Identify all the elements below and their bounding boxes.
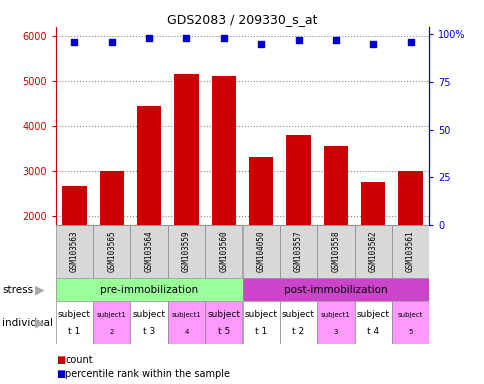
Text: subject: subject [132,310,166,319]
Text: GSM103564: GSM103564 [144,231,153,272]
Bar [242,301,279,344]
Bar [360,182,385,306]
Text: t 2: t 2 [292,327,304,336]
Title: GDS2083 / 209330_s_at: GDS2083 / 209330_s_at [167,13,317,26]
Bar [62,187,87,306]
Text: GSM103560: GSM103560 [219,231,228,272]
Bar [136,106,161,306]
Text: t 1: t 1 [68,327,80,336]
Bar [242,225,279,278]
Point [182,35,190,41]
Bar [286,135,310,306]
Text: subject: subject [356,310,389,319]
Point [331,37,339,43]
Text: subject: subject [281,310,315,319]
Bar [205,301,242,344]
Text: GSM103562: GSM103562 [368,231,377,272]
Text: 2: 2 [109,329,114,335]
Bar [205,225,242,278]
Bar [397,171,422,306]
Text: count: count [65,355,93,365]
Bar [93,225,130,278]
Text: subject1: subject1 [171,312,201,318]
Bar [317,301,354,344]
Text: GSM103559: GSM103559 [182,231,191,272]
Bar [56,301,93,344]
Text: 5: 5 [408,329,412,335]
Bar [130,301,167,344]
Bar [279,225,317,278]
Point [406,39,413,45]
Text: percentile rank within the sample: percentile rank within the sample [65,369,230,379]
Bar [391,225,428,278]
Bar [93,301,130,344]
Text: t 3: t 3 [143,327,155,336]
Bar [354,225,391,278]
Text: 4: 4 [184,329,188,335]
Text: GSM103563: GSM103563 [70,231,79,272]
Text: ▶: ▶ [35,283,45,296]
Bar [130,225,167,278]
Text: subject: subject [397,312,423,318]
Text: subject: subject [244,310,277,319]
Text: post-immobilization: post-immobilization [284,285,387,295]
Text: subject: subject [207,310,240,319]
Point [257,41,265,47]
Bar [248,157,273,306]
Text: ■: ■ [56,355,65,365]
Text: ■: ■ [56,369,65,379]
Bar [354,301,391,344]
Text: 3: 3 [333,329,337,335]
Text: subject: subject [58,310,91,319]
Text: GSM103557: GSM103557 [293,231,302,272]
Text: ▶: ▶ [35,316,45,329]
Point [219,35,227,41]
Text: subject1: subject1 [320,312,350,318]
Text: subject1: subject1 [97,312,126,318]
Bar [174,74,198,306]
Bar [56,278,242,301]
Point [71,39,78,45]
Text: GSM103561: GSM103561 [405,231,414,272]
Point [107,39,115,45]
Bar [99,171,124,306]
Bar [167,225,205,278]
Text: t 1: t 1 [255,327,267,336]
Text: GSM104050: GSM104050 [256,231,265,272]
Bar [323,146,348,306]
Bar [391,301,428,344]
Bar [167,301,205,344]
Text: stress: stress [2,285,33,295]
Bar [56,225,93,278]
Text: GSM103558: GSM103558 [331,231,340,272]
Text: t 4: t 4 [366,327,378,336]
Point [369,41,377,47]
Point [145,35,153,41]
Text: pre-immobilization: pre-immobilization [100,285,198,295]
Point [294,37,302,43]
Bar [317,225,354,278]
Text: GSM103565: GSM103565 [107,231,116,272]
Bar [279,301,317,344]
Bar [211,76,236,306]
Bar [242,278,428,301]
Text: t 5: t 5 [217,327,229,336]
Text: individual: individual [2,318,53,328]
